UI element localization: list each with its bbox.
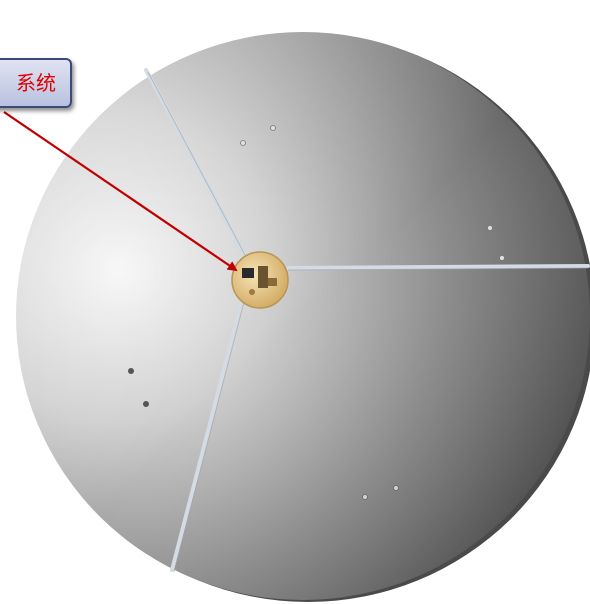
callout-arrow	[3, 111, 238, 272]
strut-right	[286, 264, 590, 270]
mounting-holes	[128, 125, 505, 500]
callout-box: 系统	[0, 58, 72, 108]
dish-shading	[16, 32, 590, 600]
strut-lower	[170, 298, 244, 572]
callout-label: 系统	[16, 71, 56, 95]
center-hub	[231, 251, 289, 309]
